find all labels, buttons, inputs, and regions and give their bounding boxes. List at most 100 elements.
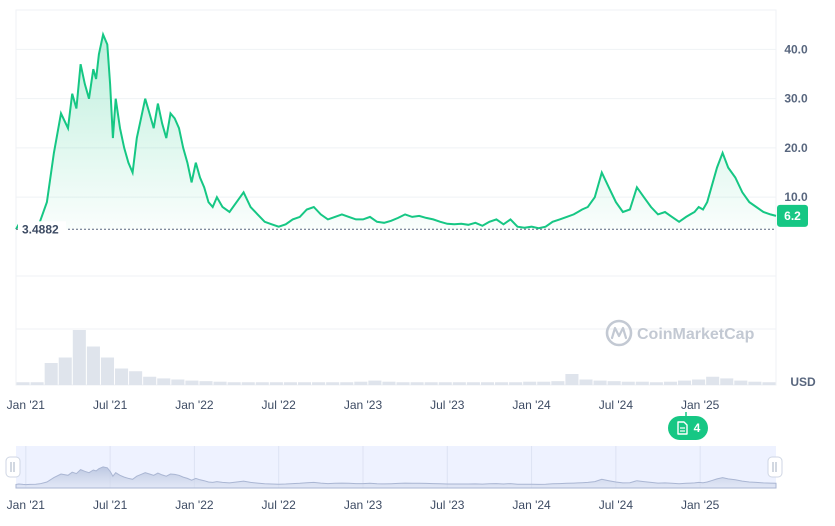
navigator-x-tick-label: Jul '22	[262, 498, 297, 512]
y-tick-label: 30.0	[784, 92, 808, 106]
volume-bar	[368, 380, 382, 385]
x-tick-label: Jul '24	[599, 398, 634, 412]
volume-bar	[185, 380, 199, 385]
y-tick-label: 10.0	[784, 190, 808, 204]
volume-bar	[706, 376, 720, 385]
volume-bar	[495, 382, 509, 385]
volume-bar	[382, 381, 396, 385]
volume-bar	[452, 382, 466, 385]
volume-bar	[16, 382, 30, 385]
volume-bar	[734, 380, 748, 385]
volume-bar	[255, 382, 269, 385]
grip-icon	[10, 462, 15, 472]
x-tick-label: Jul '21	[93, 398, 128, 412]
volume-bar	[213, 381, 227, 385]
grip-icon	[772, 462, 777, 472]
volume-bar	[593, 380, 607, 385]
volume-bar	[241, 382, 255, 385]
coinmarketcap-logo-icon	[605, 319, 633, 347]
x-tick-label: Jan '24	[512, 398, 551, 412]
navigator-x-axis: Jan '21 Jul '21 Jan '22 Jul '22 Jan '23 Jul '…	[7, 498, 720, 512]
volume-bar	[44, 363, 58, 385]
x-axis: Jan '21 Jul '21 Jan '22 Jul '22 Jan '23 Jul '…	[7, 398, 720, 412]
volume-bar	[326, 382, 340, 385]
volume-bar	[297, 382, 312, 385]
volume-bar	[283, 382, 297, 385]
navigator-area	[15, 466, 777, 489]
current-price-badge: 6.2	[777, 204, 808, 227]
y-tick-label: 20.0	[784, 141, 808, 155]
volume-bar	[396, 382, 410, 385]
x-tick-label: Jan '23	[344, 398, 383, 412]
volume-bar	[537, 381, 551, 385]
x-tick-label: Jan '25	[681, 398, 720, 412]
volume-bar	[635, 381, 649, 385]
volume-bar	[748, 381, 762, 385]
navigator-x-tick-label: Jul '21	[93, 498, 128, 512]
navigator-x-tick-label: Jan '23	[344, 498, 383, 512]
x-tick-label: Jul '23	[430, 398, 465, 412]
volume-bar	[227, 382, 241, 385]
x-tick-label: Jul '22	[262, 398, 297, 412]
volume-bar	[509, 382, 523, 385]
news-marker[interactable]: 4	[668, 412, 708, 440]
currency-label: USD	[790, 375, 816, 389]
volume-bar	[410, 382, 424, 385]
volume-bar	[523, 381, 537, 385]
volume-bar	[663, 381, 677, 385]
volume-bar	[269, 382, 283, 385]
volume-bars	[16, 330, 776, 385]
navigator-x-tick-label: Jul '24	[599, 498, 634, 512]
x-tick-label: Jan '22	[175, 398, 214, 412]
document-icon	[677, 421, 688, 435]
volume-bar	[692, 379, 706, 385]
current-price-badge-bg	[777, 204, 808, 227]
range-navigator[interactable]	[5, 446, 783, 489]
navigator-left-handle[interactable]	[5, 456, 21, 478]
coinmarketcap-watermark: CoinMarketCap	[605, 319, 755, 347]
volume-bar	[30, 382, 44, 385]
volume-bar	[58, 357, 72, 385]
volume-bar	[480, 382, 495, 385]
volume-bar	[551, 381, 565, 385]
volume-bar	[607, 381, 621, 385]
volume-bar	[677, 380, 692, 385]
navigator-right-handle[interactable]	[767, 456, 783, 478]
volume-bar	[762, 382, 776, 385]
volume-bar	[340, 382, 354, 385]
navigator-x-tick-label: Jan '22	[175, 498, 214, 512]
volume-bar	[312, 382, 326, 385]
volume-bar	[115, 368, 129, 385]
volume-bar	[129, 371, 143, 385]
watermark-text: CoinMarketCap	[637, 326, 755, 343]
volume-bar	[199, 381, 213, 385]
volume-bar	[579, 379, 593, 385]
start-price-label: 3.4882	[22, 222, 59, 236]
volume-bar	[720, 378, 734, 385]
navigator-x-tick-label: Jan '25	[681, 498, 720, 512]
x-tick-label: Jan '21	[7, 398, 46, 412]
price-line[interactable]	[15, 31, 777, 232]
volume-bar	[100, 357, 115, 385]
current-price-label: 6.2	[784, 209, 801, 223]
y-tick-label: 40.0	[784, 42, 808, 56]
volume-bar	[72, 330, 86, 385]
volume-bar	[157, 378, 171, 385]
volume-bar	[171, 379, 185, 385]
volume-bar	[424, 382, 438, 385]
volume-bar	[565, 374, 579, 385]
volume-bar	[354, 381, 368, 385]
navigator-x-tick-label: Jul '23	[430, 498, 465, 512]
start-price-label-bg	[18, 221, 66, 238]
volume-bar	[621, 381, 635, 385]
navigator-x-tick-label: Jan '21	[7, 498, 46, 512]
volume-bar	[438, 382, 452, 385]
volume-bar	[649, 382, 663, 385]
news-count: 4	[694, 421, 701, 435]
navigator-x-tick-label: Jan '24	[512, 498, 551, 512]
y-axis: 40.0 30.0 20.0 10.0	[784, 42, 808, 204]
volume-bar	[466, 382, 480, 385]
volume-bar	[86, 346, 100, 385]
